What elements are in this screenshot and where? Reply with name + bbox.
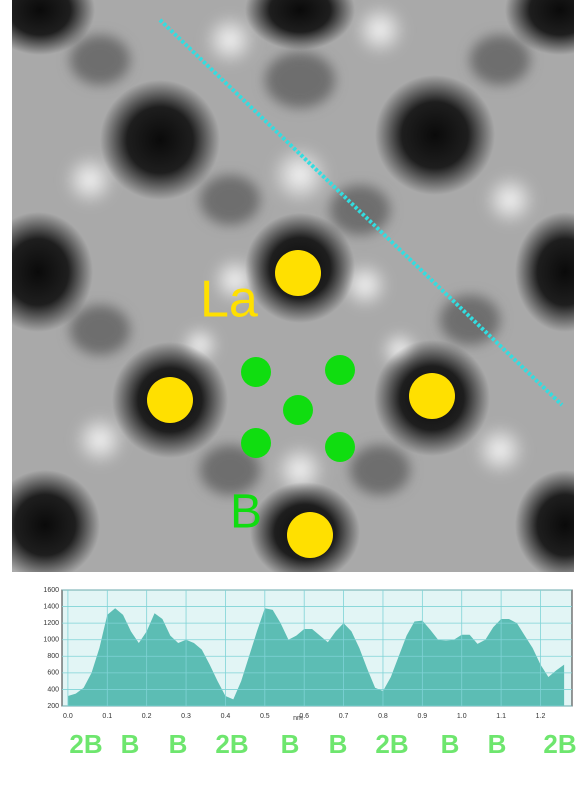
y-tick-label: 600 (47, 670, 59, 677)
y-tick-label: 1400 (43, 603, 59, 610)
y-tick-label: 1200 (43, 620, 59, 627)
la-label: La (200, 271, 258, 329)
x-tick-label: 0.2 (142, 713, 152, 720)
site-label: 2B (375, 729, 408, 759)
x-tick-label: 0.0 (63, 713, 73, 720)
stm-image: La B (0, 0, 584, 582)
x-tick-label: 0.5 (260, 713, 270, 720)
y-tick-label: 800 (47, 653, 59, 660)
b-label: B (230, 486, 262, 539)
figure: La B 200 400 600 800 1000 1200 1400 1600 0.0 0.1 0… (0, 0, 584, 789)
site-label: B (488, 729, 507, 759)
x-tick-label: 0.9 (417, 713, 427, 720)
x-tick-label: 0.3 (181, 713, 191, 720)
x-tick-label: 0.7 (339, 713, 349, 720)
x-tick-label: 1.2 (536, 713, 546, 720)
x-tick-label: 0.4 (221, 713, 231, 720)
site-label: 2B (543, 729, 576, 759)
y-tick-label: 200 (47, 703, 59, 710)
site-label: 2B (69, 729, 102, 759)
site-label: B (441, 729, 460, 759)
x-tick-label: 1.1 (496, 713, 506, 720)
y-tick-label: 1000 (43, 637, 59, 644)
site-label: B (281, 729, 300, 759)
x-tick-label: 1.0 (457, 713, 467, 720)
site-label: B (329, 729, 348, 759)
x-axis-label: nm (293, 715, 303, 722)
site-label: B (121, 729, 140, 759)
x-tick-label: 0.1 (102, 713, 112, 720)
site-label: B (169, 729, 188, 759)
x-tick-label: 0.8 (378, 713, 388, 720)
site-label: 2B (215, 729, 248, 759)
y-tick-label: 400 (47, 686, 59, 693)
y-tick-label: 1600 (43, 587, 59, 594)
